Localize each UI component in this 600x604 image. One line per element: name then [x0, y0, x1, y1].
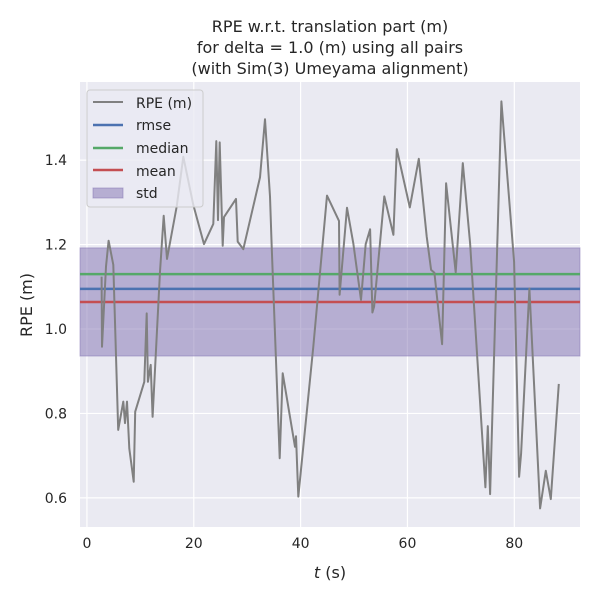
x-tick-label: 40 — [292, 536, 310, 552]
chart-title-line-3: (with Sim(3) Umeyama alignment) — [191, 59, 468, 78]
y-tick-label: 1.2 — [45, 238, 67, 254]
y-tick-label: 1.0 — [45, 322, 67, 338]
legend-mean-label: mean — [136, 164, 176, 180]
legend-box — [86, 89, 204, 208]
x-tick-label: 20 — [185, 536, 203, 552]
legend-median-label: median — [136, 141, 188, 157]
x-axis-label: t (s) — [314, 563, 346, 582]
marks — [79, 100, 581, 510]
y-tick-label: 1.4 — [45, 153, 67, 169]
legend: RPE (m) rmse median mean std — [86, 89, 204, 208]
y-tick-label: 0.8 — [45, 406, 67, 422]
legend-rmse-label: rmse — [136, 118, 171, 134]
rpe-series-line — [100, 100, 560, 510]
x-tick-label: 0 — [82, 536, 91, 552]
y-tick-label: 0.6 — [45, 491, 67, 507]
tick-labels: 0 20 40 60 80 0.6 0.8 1.0 1.2 1.4 — [45, 153, 523, 552]
legend-rpe-label: RPE (m) — [136, 96, 192, 112]
x-tick-label: 60 — [399, 536, 417, 552]
chart-title-line-1: RPE w.r.t. translation part (m) — [212, 17, 448, 36]
legend-std-label: std — [136, 186, 158, 202]
legend-std-swatch — [92, 187, 124, 199]
x-tick-label: 80 — [505, 536, 523, 552]
y-axis-label: RPE (m) — [17, 273, 36, 337]
chart-title-line-2: for delta = 1.0 (m) using all pairs — [197, 38, 463, 57]
